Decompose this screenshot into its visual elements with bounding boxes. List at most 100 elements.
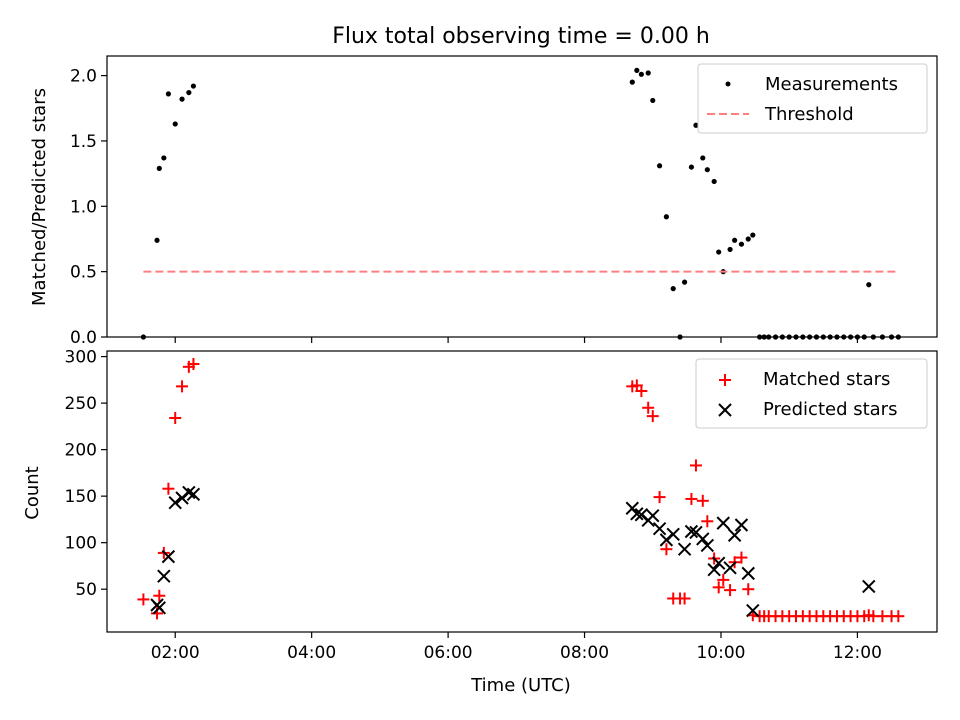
measurement-point — [727, 246, 733, 253]
measurement-point — [820, 334, 826, 340]
measurement-point — [866, 282, 872, 288]
predicted-star-point — [630, 507, 644, 521]
measurement-point — [663, 214, 669, 220]
matched-star-point — [724, 584, 737, 597]
measurement-point — [650, 97, 656, 104]
measurement-point — [656, 163, 663, 169]
measurements-legend-marker — [725, 81, 731, 87]
predicted-star-point — [182, 485, 196, 500]
measurement-point — [761, 334, 767, 340]
measurement-point — [704, 167, 710, 173]
ratio-plot-frame — [106, 55, 938, 338]
matched-star-point — [187, 358, 200, 371]
predicted-legend-marker — [718, 403, 732, 417]
measurement-point — [688, 164, 695, 170]
count-y-tick-label: 150 — [65, 487, 97, 507]
count-panel: Count Time (UTC) 50 100 150 200 250 300 02:00… — [22, 348, 938, 696]
predicted-star-point — [700, 538, 715, 553]
matched-star-point — [717, 573, 730, 586]
measurement-point — [638, 71, 644, 77]
count-y-tick-label: 200 — [65, 441, 97, 461]
measurement-point — [861, 334, 867, 340]
predicted-star-point — [696, 532, 710, 546]
measurement-point — [634, 67, 640, 73]
measurement-point — [165, 91, 171, 97]
measurement-point — [140, 334, 146, 340]
predicted-star-point — [157, 569, 171, 583]
matched-star-point — [162, 482, 175, 495]
measurement-point — [172, 121, 178, 127]
matched-legend-label: Matched stars — [763, 369, 890, 390]
count-y-tick-label: 300 — [65, 348, 97, 368]
matched-star-point — [176, 380, 189, 393]
x-tick-label: 12:00 — [833, 643, 882, 663]
ratio-y-ticks: 0.0 0.5 1.0 1.5 2.0 — [70, 67, 107, 348]
measurement-point — [738, 241, 745, 247]
ratio-legend: Measurements Threshold — [697, 63, 928, 134]
measurement-point — [813, 334, 820, 340]
matched-star-point — [169, 411, 182, 424]
predicted-star-point — [723, 561, 737, 575]
count-series-marks — [137, 358, 905, 623]
measurement-point — [772, 334, 779, 340]
chart-title: Flux total observing time = 0.00 h — [332, 24, 710, 49]
measurement-point — [700, 155, 706, 161]
measurement-point — [888, 334, 895, 340]
ratio-y-tick-label: 1.0 — [70, 197, 97, 217]
x-tick-label: 02:00 — [151, 643, 200, 663]
measurement-point — [693, 122, 699, 128]
matched-star-point — [742, 583, 755, 596]
measurement-point — [895, 334, 901, 340]
matched-star-point — [689, 459, 702, 472]
measurement-point — [847, 334, 854, 340]
x-tick-label: 06:00 — [424, 643, 473, 663]
count-y-tick-label: 100 — [65, 534, 97, 554]
count-legend: Matched stars Predicted stars — [695, 358, 928, 429]
predicted-star-point — [741, 566, 755, 581]
matched-star-point — [712, 581, 725, 594]
predicted-star-point — [707, 562, 721, 577]
count-x-axis-label: Time (UTC) — [470, 675, 571, 696]
measurement-point — [681, 279, 688, 285]
measurement-point — [786, 334, 792, 340]
measurement-point — [629, 79, 635, 85]
predicted-star-point — [152, 601, 167, 615]
threshold-legend-label: Threshold — [764, 104, 854, 125]
measurement-point — [870, 334, 876, 340]
predicted-star-point — [161, 549, 176, 564]
ratio-y-axis-label: Matched/Predicted stars — [29, 88, 50, 306]
matched-star-point — [660, 543, 673, 556]
measurement-point — [186, 89, 192, 96]
matched-star-point — [137, 593, 150, 606]
predicted-star-point — [186, 487, 201, 501]
count-y-axis-label: Count — [22, 466, 43, 519]
count-plot-frame — [106, 350, 938, 633]
measurement-point — [834, 334, 840, 340]
predicted-star-point — [746, 603, 760, 618]
measurement-point — [879, 334, 886, 340]
x-tick-label: 10:00 — [696, 643, 745, 663]
matched-star-point — [701, 515, 714, 528]
measurement-point — [807, 334, 813, 340]
matched-star-point — [678, 592, 691, 605]
measurement-point — [745, 236, 751, 242]
measurement-point — [757, 334, 763, 340]
matched-star-point — [646, 410, 659, 423]
predicted-star-point — [666, 527, 680, 542]
measurement-point — [766, 334, 772, 340]
predicted-star-point — [716, 516, 730, 530]
matched-legend-marker — [719, 374, 731, 386]
x-tick-label: 08:00 — [560, 643, 609, 663]
ratio-y-tick-label: 0.5 — [70, 263, 97, 283]
measurement-point — [841, 334, 847, 340]
measurement-point — [793, 334, 799, 340]
count-legend-box — [695, 358, 928, 429]
measurement-point — [716, 249, 722, 255]
measurement-point — [670, 286, 676, 292]
ratio-y-tick-label: 1.5 — [70, 132, 97, 152]
measurements-legend-label: Measurements — [765, 74, 898, 95]
matched-star-point — [635, 385, 648, 398]
measurement-point — [156, 165, 162, 171]
matched-star-point — [735, 551, 748, 564]
